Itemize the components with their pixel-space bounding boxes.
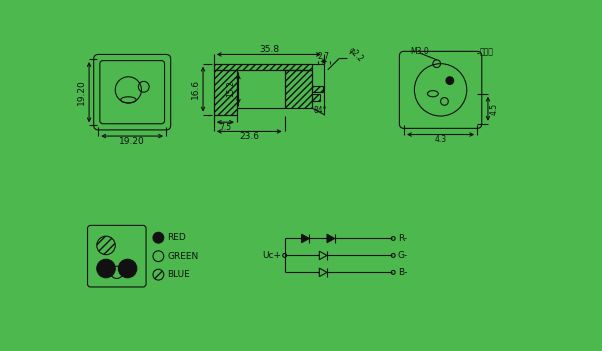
Text: BLUE: BLUE <box>167 270 190 279</box>
Circle shape <box>153 232 164 243</box>
Circle shape <box>119 259 137 278</box>
Text: 4.5: 4.5 <box>489 102 498 115</box>
Text: 84°: 84° <box>313 106 327 115</box>
Text: M3.0: M3.0 <box>410 47 429 56</box>
Text: 4.3: 4.3 <box>435 135 447 144</box>
Bar <box>214 64 312 70</box>
Text: G-: G- <box>398 251 408 260</box>
Text: 19.20: 19.20 <box>77 79 86 105</box>
Text: 密封圈: 密封圈 <box>479 47 494 56</box>
Polygon shape <box>302 234 309 243</box>
Text: RED: RED <box>167 233 187 242</box>
Text: 16.6: 16.6 <box>191 79 200 99</box>
Text: φ2.2: φ2.2 <box>347 45 365 64</box>
Text: 19.20: 19.20 <box>119 137 145 146</box>
Bar <box>312 94 320 101</box>
Circle shape <box>446 77 454 85</box>
Text: 23.6: 23.6 <box>239 132 259 141</box>
Text: GREEN: GREEN <box>167 252 199 261</box>
Text: 15.2: 15.2 <box>226 81 235 98</box>
Text: 2.7: 2.7 <box>318 52 330 61</box>
Text: 7.5: 7.5 <box>219 123 231 132</box>
Text: Uc+: Uc+ <box>262 251 281 260</box>
Text: R-: R- <box>398 234 407 243</box>
Text: B-: B- <box>398 268 407 277</box>
Bar <box>214 70 237 114</box>
Bar <box>312 86 323 92</box>
Bar <box>285 70 312 108</box>
Circle shape <box>97 259 115 278</box>
Polygon shape <box>327 234 335 243</box>
Text: 35.8: 35.8 <box>259 45 279 54</box>
